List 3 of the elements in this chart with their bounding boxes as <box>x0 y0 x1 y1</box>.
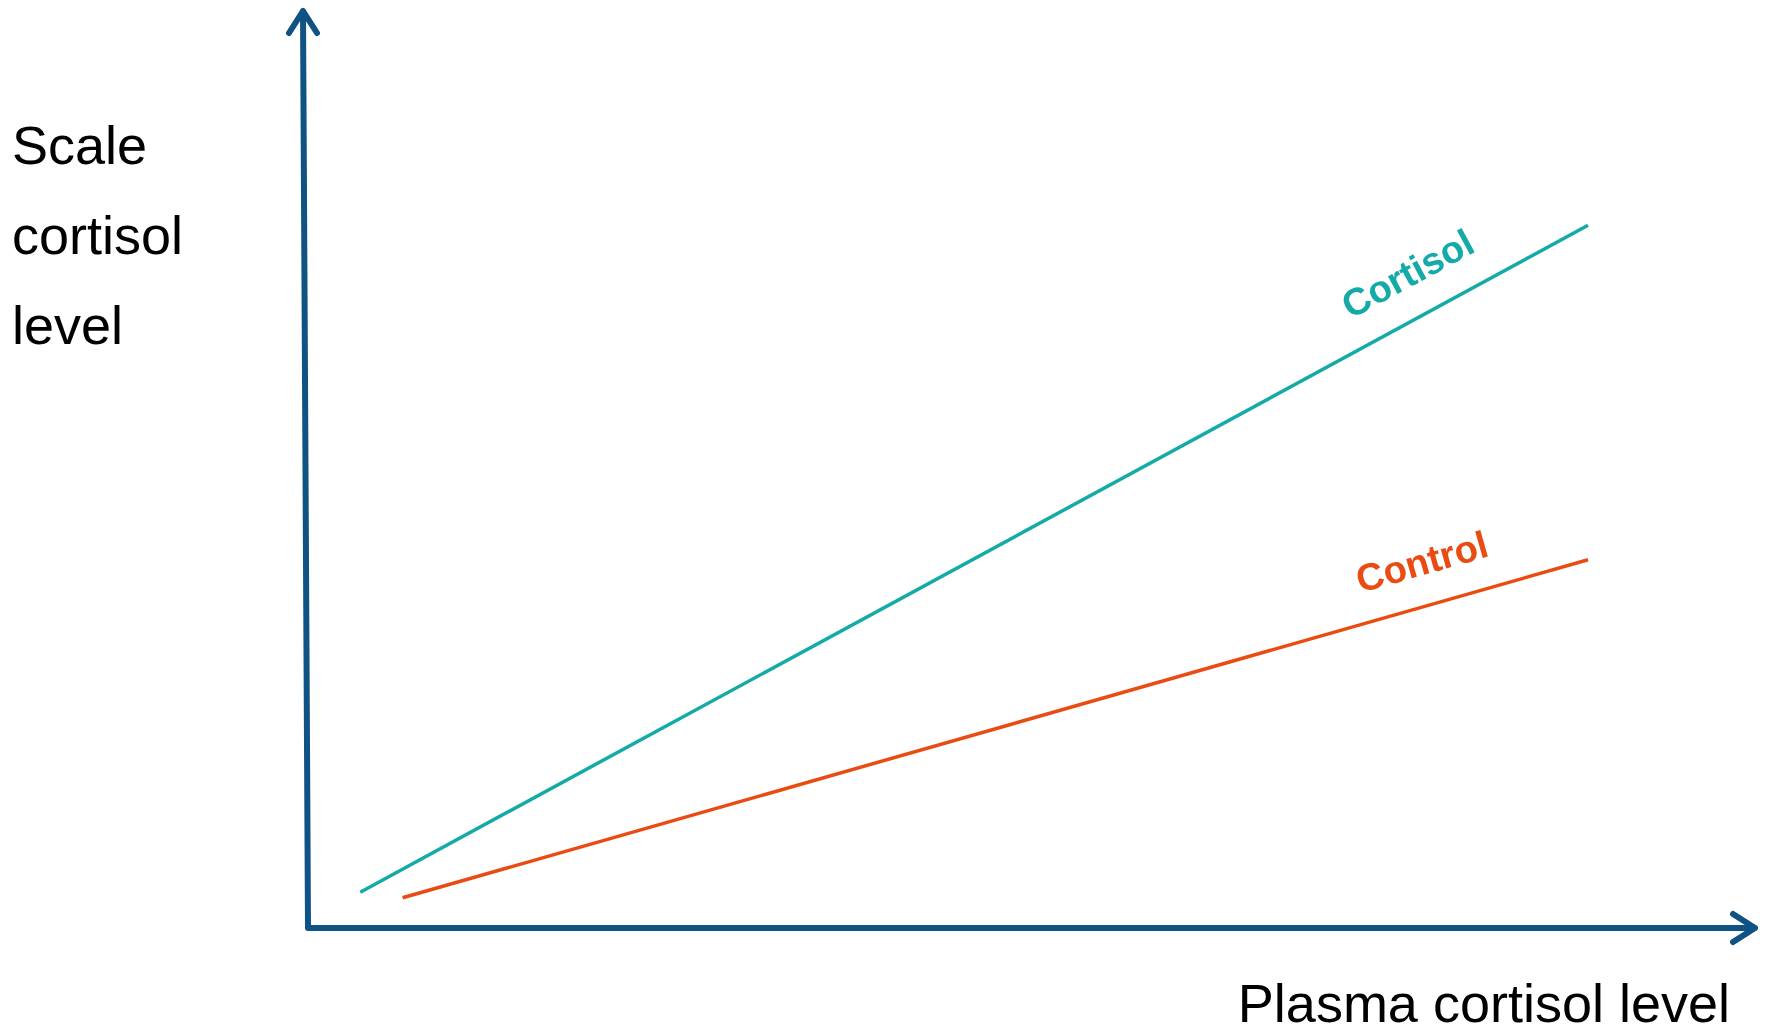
y-axis-title: Scale cortisol level <box>12 114 185 357</box>
text: Control <box>1351 523 1493 601</box>
x-axis-title: Plasma cortisol level <box>1237 972 1730 1030</box>
